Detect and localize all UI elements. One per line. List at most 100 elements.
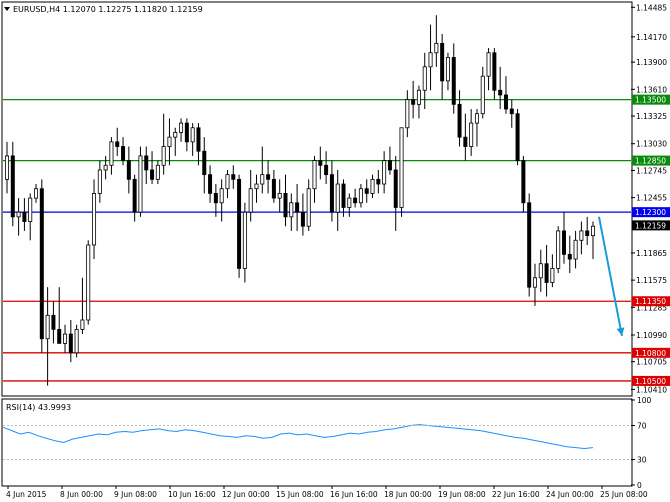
- bull-candle: [103, 164, 108, 171]
- bull-candle: [179, 122, 184, 133]
- bear-candle: [509, 108, 514, 115]
- level-price-tag-label: 1.12300: [635, 208, 666, 217]
- time-axis-label: 25 Jun 08:00: [600, 490, 648, 499]
- level-price-tag-label: 1.13500: [635, 96, 666, 105]
- bear-candle: [295, 202, 300, 213]
- bear-candle: [208, 174, 213, 194]
- price-tick-label: 1.11575: [636, 276, 667, 285]
- bear-candle: [115, 141, 120, 147]
- bear-candle: [150, 169, 155, 180]
- bull-candle: [260, 174, 265, 185]
- bear-candle: [121, 146, 126, 161]
- bear-candle: [300, 211, 305, 227]
- bear-candle: [184, 122, 189, 143]
- time-axis-label: 12 Jun 00:00: [222, 490, 270, 499]
- bull-candle: [347, 197, 352, 208]
- bull-candle: [579, 230, 584, 241]
- bear-candle: [57, 328, 62, 344]
- bull-candle: [573, 239, 578, 260]
- price-tick-label: 1.12745: [636, 166, 667, 175]
- bull-candle: [97, 169, 102, 194]
- bull-candle: [16, 211, 21, 218]
- bull-candle: [190, 127, 195, 143]
- bear-candle: [585, 230, 590, 236]
- bull-candle: [486, 52, 491, 77]
- time-axis-label: 19 Jun 08:00: [438, 490, 486, 499]
- bear-candle: [515, 113, 520, 161]
- level-price-tag: [632, 347, 670, 358]
- bull-candle: [34, 188, 39, 199]
- bear-candle: [527, 202, 532, 288]
- bear-candle: [521, 160, 526, 204]
- bear-candle: [393, 169, 398, 208]
- bull-candle: [138, 155, 143, 213]
- bear-candle: [341, 183, 346, 208]
- bear-candle: [22, 211, 27, 222]
- price-tick-label: 1.13325: [636, 112, 667, 121]
- time-axis-label: 22 Jun 16:00: [492, 490, 540, 499]
- bear-candle: [503, 94, 508, 110]
- bull-candle: [63, 333, 68, 344]
- bull-candle: [277, 193, 282, 199]
- bull-candle: [422, 66, 427, 91]
- forecast-arrow-head-icon: [616, 327, 625, 336]
- dropdown-arrow-icon[interactable]: [4, 7, 10, 11]
- rsi-tick-label: 70: [637, 422, 647, 431]
- bull-candle: [92, 193, 97, 246]
- bull-candle: [480, 75, 485, 115]
- bear-candle: [68, 333, 73, 354]
- price-tick-label: 1.14170: [636, 33, 667, 42]
- bear-candle: [498, 89, 503, 96]
- time-axis-label: 8 Jun 00:00: [60, 490, 103, 499]
- bear-candle: [567, 253, 572, 260]
- price-tick-label: 1.10410: [636, 385, 667, 394]
- level-price-tag: [632, 375, 670, 386]
- rsi-series: [2, 424, 594, 449]
- bear-candle: [451, 57, 456, 105]
- rsi-pane: [1, 398, 633, 487]
- bull-candle: [591, 225, 596, 236]
- bull-candle: [469, 122, 474, 147]
- forecast-arrow-line: [598, 216, 623, 337]
- bear-candle: [492, 52, 497, 91]
- bull-candle: [335, 183, 340, 213]
- bull-candle: [428, 52, 433, 68]
- bull-candle: [538, 263, 543, 279]
- bear-candle: [202, 150, 207, 176]
- bear-candle: [51, 314, 56, 330]
- bear-candle: [376, 178, 381, 185]
- bull-candle: [312, 160, 317, 190]
- symbol-header: EURUSD,H4 1.12070 1.12275 1.11820 1.1215…: [13, 5, 203, 14]
- price-tick-label: 1.14485: [636, 3, 667, 12]
- bear-candle: [329, 174, 334, 213]
- bull-candle: [45, 314, 50, 340]
- bull-candle: [74, 328, 79, 354]
- bull-candle: [556, 230, 561, 269]
- bear-candle: [463, 136, 468, 147]
- bull-candle: [382, 160, 387, 185]
- bull-candle: [86, 244, 91, 321]
- bear-candle: [364, 188, 369, 194]
- bull-candle: [28, 197, 33, 222]
- bear-candle: [387, 160, 392, 171]
- bull-candle: [173, 132, 178, 138]
- bear-candle: [144, 155, 149, 171]
- bear-candle: [457, 103, 462, 138]
- bear-candle: [318, 160, 323, 166]
- bear-candle: [196, 127, 201, 152]
- price-tick-label: 1.10990: [636, 331, 667, 340]
- bull-candle: [289, 202, 294, 218]
- bear-candle: [231, 174, 236, 180]
- bear-candle: [213, 193, 218, 204]
- bull-candle: [254, 183, 259, 190]
- level-price-tag-label: 1.10500: [635, 377, 666, 386]
- time-axis-label: 18 Jun 00:00: [384, 490, 432, 499]
- bull-candle: [370, 178, 375, 194]
- price-tick-label: 1.10705: [636, 358, 667, 367]
- bull-candle: [219, 188, 224, 204]
- level-price-tag: [632, 296, 670, 307]
- bull-candle: [434, 42, 439, 54]
- time-axis-label: 10 Jun 16:00: [168, 490, 216, 499]
- time-axis-label: 4 Jun 2015: [6, 490, 47, 499]
- bear-candle: [266, 174, 271, 180]
